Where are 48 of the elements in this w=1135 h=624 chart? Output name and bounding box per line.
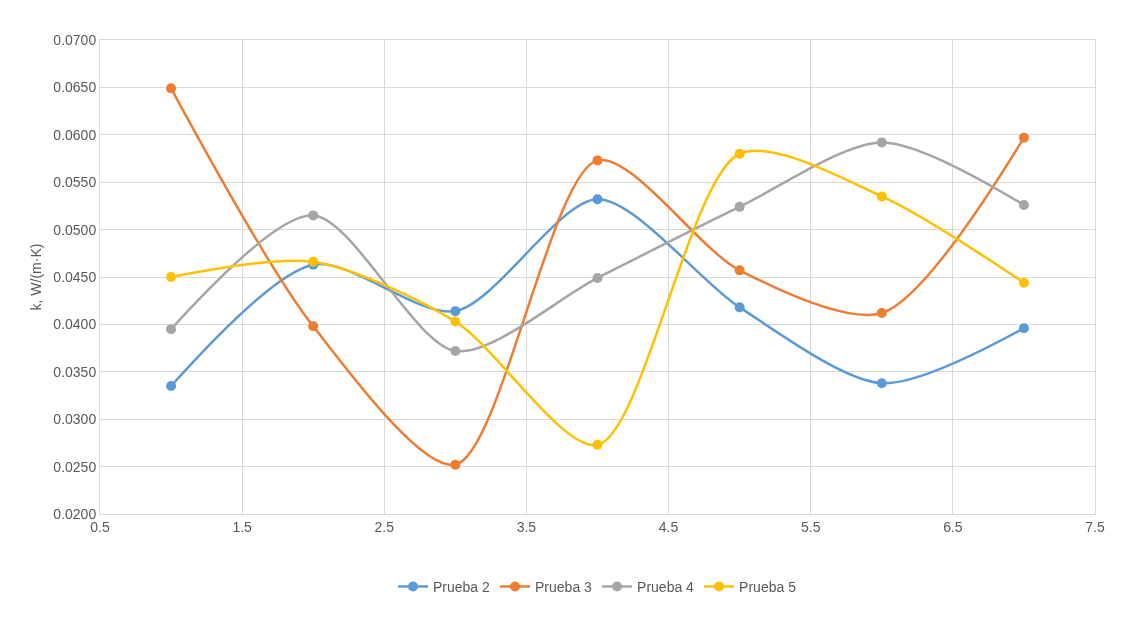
x-tick-label: 6.5 (943, 518, 963, 535)
y-tick-label: 0.0650 (53, 79, 97, 96)
y-tick-label: 0.0500 (53, 221, 97, 238)
x-tick-label: 1.5 (232, 518, 253, 535)
point (592, 439, 603, 450)
y-tick-label: 0.0550 (53, 174, 97, 191)
point (734, 302, 745, 313)
point (592, 272, 603, 283)
point (166, 83, 177, 94)
x-tick-label: 2.5 (374, 518, 395, 535)
y-tick-label: 0.0450 (53, 268, 97, 285)
point (308, 210, 319, 221)
point (734, 201, 745, 212)
y-tick-label: 0.0400 (53, 316, 97, 333)
point (1018, 132, 1029, 143)
y-tick-label: 0.0600 (53, 126, 97, 143)
point (734, 148, 745, 159)
x-tick-label: 4.5 (658, 518, 679, 535)
point (166, 324, 177, 335)
point (876, 308, 887, 319)
x-tick-label: 5.5 (800, 518, 821, 535)
point (876, 137, 887, 148)
point (166, 272, 177, 282)
point (1018, 277, 1029, 288)
point (592, 155, 603, 166)
point (876, 191, 887, 202)
legend-label: Prueba 3 (535, 578, 593, 595)
point (450, 316, 461, 327)
legend-label: Prueba 2 (433, 578, 491, 595)
point (1018, 323, 1029, 334)
y-tick-label: 0.0250 (53, 458, 97, 475)
point (450, 306, 461, 317)
y-tick-label: 0.0300 (53, 411, 97, 428)
point (450, 459, 461, 470)
x-tick-label: 3.5 (516, 518, 537, 535)
point (876, 378, 887, 389)
point (734, 265, 745, 276)
legend-label: Prueba 4 (637, 578, 695, 595)
legend-label: Prueba 5 (739, 578, 797, 595)
y-tick-label: 0.0350 (53, 363, 97, 380)
point (592, 194, 603, 205)
point (450, 345, 461, 356)
point (166, 381, 177, 392)
y-tick-label: 0.0700 (53, 31, 97, 48)
y-axis-title: k, W/(m·K) (27, 243, 44, 311)
point (1018, 199, 1029, 210)
x-tick-label: 7.5 (1085, 518, 1105, 535)
point (308, 321, 319, 332)
